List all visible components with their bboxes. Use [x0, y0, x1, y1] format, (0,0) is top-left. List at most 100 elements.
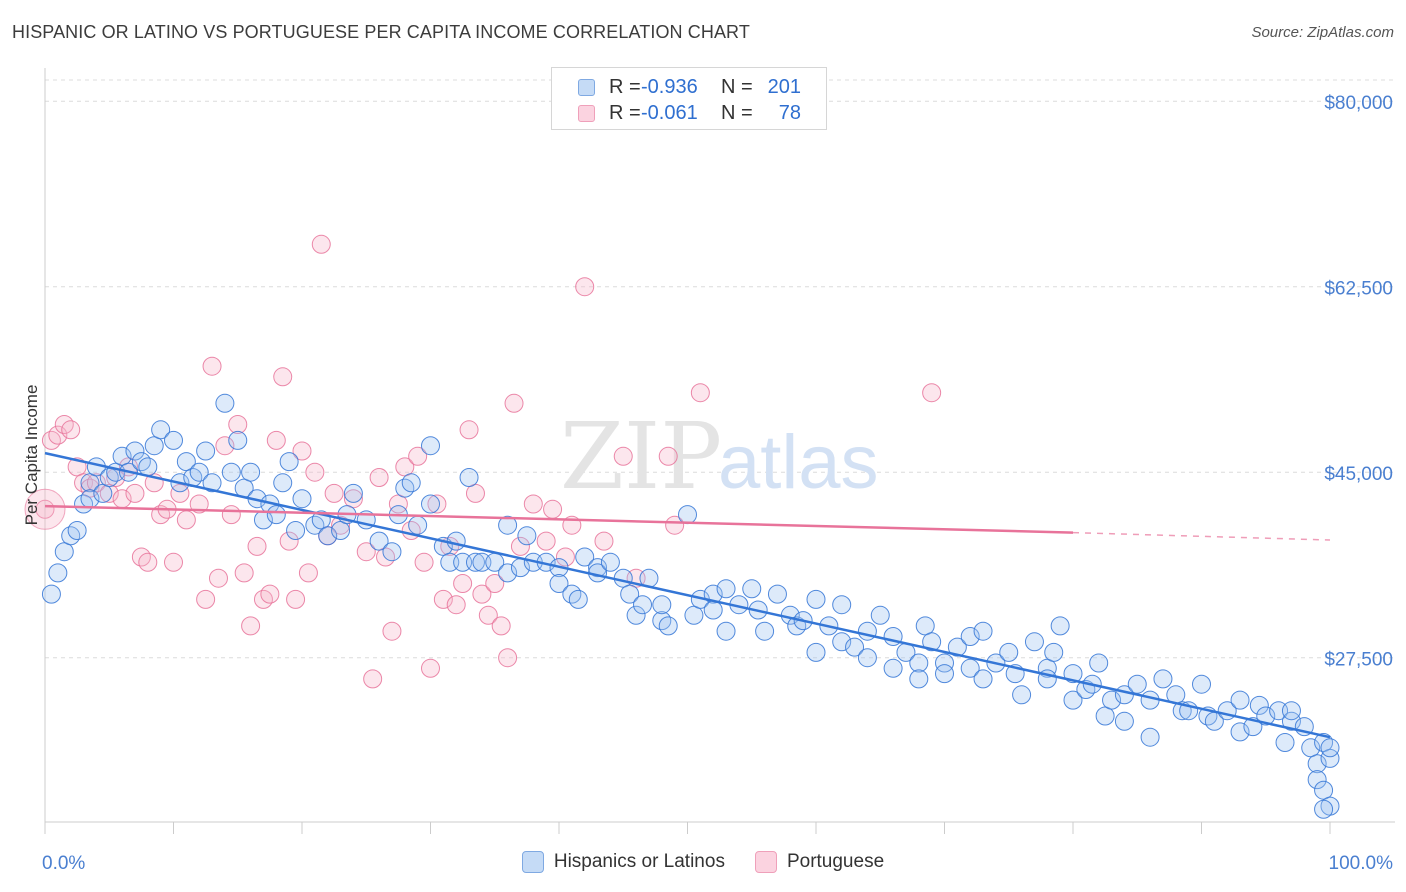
hispanic-point [189, 462, 209, 482]
hispanic-point [1281, 701, 1301, 721]
hispanic-point [684, 605, 704, 625]
series-legend-portuguese[interactable]: Portuguese [754, 851, 884, 873]
hispanic-points [41, 393, 1340, 819]
portuguese-point [408, 446, 428, 466]
portuguese-point [491, 616, 511, 636]
portuguese-point [472, 584, 492, 604]
hispanic-point [369, 531, 389, 551]
hispanic-point [1320, 748, 1340, 768]
x-tick-label: 0.0% [42, 853, 85, 874]
hispanic-point [935, 664, 954, 684]
watermark-atlas: atlas [718, 420, 879, 505]
hispanic-point [54, 542, 74, 562]
portuguese-point [363, 669, 383, 689]
hispanic-point [61, 526, 81, 546]
trend-lines [44, 451, 1331, 739]
hispanic-point [408, 515, 428, 535]
legend-swatch-portuguese [578, 104, 595, 122]
portuguese-point [253, 589, 273, 609]
portuguese-point [208, 568, 228, 588]
hispanic-point [909, 669, 929, 689]
hispanic-point [1127, 674, 1147, 694]
portuguese-point [305, 462, 325, 482]
hispanic-point [960, 658, 980, 678]
portuguese-point [131, 547, 151, 567]
hispanic-point [832, 632, 852, 652]
series-legend-hispanic[interactable]: Hispanics or Latinos [521, 851, 725, 873]
hispanic-point [144, 436, 164, 456]
chart-title: HISPANIC OR LATINO VS PORTUGUESE PER CAP… [12, 22, 750, 42]
legend-row-hispanic: R = -0.936 N = 201 [578, 74, 801, 100]
hispanic-point [41, 584, 61, 604]
hispanic-point [1153, 669, 1173, 689]
hispanic-point [999, 642, 1019, 662]
hispanic-point [742, 579, 762, 599]
x-tick-label: 100.0% [1329, 853, 1394, 874]
hispanic-point [1249, 695, 1269, 715]
hispanic-point [221, 462, 241, 482]
hispanic-point [318, 526, 338, 546]
hispanic-point [922, 632, 942, 652]
portuguese-point [594, 531, 614, 551]
hispanic-point [286, 521, 306, 540]
hispanic-point [215, 393, 235, 413]
portuguese-point [324, 483, 344, 503]
portuguese-point [48, 425, 68, 445]
portuguese-point [382, 621, 402, 641]
hispanic-point [845, 637, 865, 657]
hispanic-point [1275, 733, 1295, 752]
portuguese-point [35, 499, 55, 519]
hispanic-point [331, 521, 351, 540]
portuguese-point [196, 589, 216, 609]
portuguese-trend-extension [1072, 531, 1331, 541]
hispanic-point [1307, 754, 1327, 774]
portuguese-points [24, 234, 942, 689]
hispanic-point [1044, 642, 1064, 662]
portuguese-point [202, 356, 222, 376]
hispanic-point [973, 621, 993, 641]
portuguese-point [292, 441, 312, 461]
hispanic-point [131, 452, 151, 472]
portuguese-point [266, 430, 286, 450]
portuguese-point [164, 552, 183, 572]
axes [44, 68, 1395, 834]
hispanic-point [1102, 690, 1122, 710]
hispanic-point [1192, 674, 1211, 694]
portuguese-point [189, 494, 209, 514]
portuguese-point [575, 277, 595, 297]
portuguese-point [61, 420, 81, 440]
hispanic-point [755, 621, 775, 641]
hispanic-point [241, 462, 261, 482]
hispanic-point [806, 642, 826, 662]
portuguese-point [54, 415, 74, 434]
hispanic-point [703, 600, 723, 620]
hispanic-point [1063, 690, 1083, 710]
portuguese-point [690, 383, 710, 403]
portuguese-point [369, 468, 389, 487]
hispanic-point [164, 430, 183, 450]
hispanic-point [279, 452, 299, 472]
hispanic-point [498, 563, 518, 583]
hispanic-point [292, 489, 312, 509]
portuguese-point [286, 589, 306, 609]
portuguese-point [504, 393, 524, 413]
hispanic-point [1089, 653, 1109, 673]
source-label: Source: ZipAtlas.com [1251, 24, 1394, 41]
portuguese-point [658, 446, 678, 466]
portuguese-point [138, 552, 158, 572]
tick-labels: $27,500 $45,000 $62,500 $80,000 0.0% 100.0% [42, 93, 1393, 874]
hispanic-point [1230, 690, 1250, 710]
legend-r-label: R = [609, 75, 641, 98]
portuguese-point [465, 483, 485, 503]
portuguese-point [536, 531, 556, 551]
portuguese-point [176, 510, 196, 530]
portuguese-point [215, 436, 235, 456]
portuguese-point [247, 536, 267, 556]
hispanic-point [67, 521, 87, 540]
legend-n-value: 78 [778, 101, 801, 124]
hispanic-point [421, 436, 440, 456]
portuguese-point [170, 483, 190, 503]
hispanic-point [1307, 770, 1327, 790]
hispanic-point [273, 473, 293, 493]
